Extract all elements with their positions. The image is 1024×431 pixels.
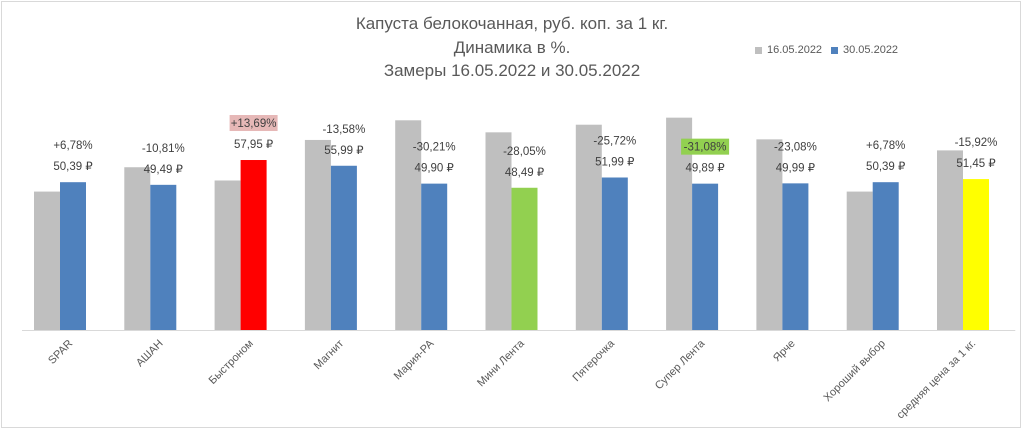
price-label-6: 51,99 ₽ bbox=[595, 156, 635, 168]
pct-highlight-2 bbox=[229, 115, 278, 132]
category-label-3: Магнит bbox=[312, 338, 346, 372]
legend-label-1605: 16.05.2022 bbox=[767, 44, 823, 56]
bar-1605-2 bbox=[214, 180, 241, 330]
bar-1605-4 bbox=[395, 120, 422, 331]
bar-3005-5 bbox=[511, 187, 538, 330]
bar-3005-2 bbox=[240, 160, 267, 330]
legend-label-3005: 30.05.2022 bbox=[843, 44, 899, 56]
pct-highlight-7 bbox=[681, 138, 730, 155]
pct-label-9: +6,78% bbox=[866, 140, 905, 152]
bar-3005-4 bbox=[421, 183, 448, 330]
pct-label-3: -13,58% bbox=[322, 124, 365, 136]
price-label-5: 48,49 ₽ bbox=[505, 167, 545, 179]
bar-3005-9 bbox=[872, 182, 899, 330]
category-label-6: Пятерочка bbox=[571, 337, 618, 384]
category-label-1: АШАН bbox=[134, 338, 166, 370]
legend-swatch-3005 bbox=[831, 46, 838, 54]
chart-title: Капуста белокочанная, руб. коп. за 1 кг.… bbox=[262, 12, 762, 83]
bar-3005-1 bbox=[150, 184, 177, 330]
bar-3005-8 bbox=[782, 183, 809, 330]
category-label-7: Супер Лента bbox=[653, 337, 708, 392]
pct-label-10: -15,92% bbox=[955, 137, 998, 149]
bar-1605-9 bbox=[846, 191, 873, 330]
pct-label-0: +6,78% bbox=[53, 140, 92, 152]
pct-label-4: -30,21% bbox=[413, 142, 456, 154]
pct-label-8: -23,08% bbox=[774, 141, 817, 153]
price-label-1: 49,49 ₽ bbox=[144, 164, 184, 176]
chart-title-line-3: Замеры 16.05.2022 и 30.05.2022 bbox=[383, 61, 641, 80]
category-label-5: Мини Лента bbox=[475, 337, 527, 389]
bar-1605-3 bbox=[304, 139, 331, 330]
bar-1605-6 bbox=[575, 124, 602, 330]
chart-title-line-1: Капуста белокочанная, руб. коп. за 1 кг. bbox=[355, 14, 669, 33]
legend-item-1605: 16.05.2022 bbox=[755, 44, 822, 56]
price-label-7: 49,89 ₽ bbox=[685, 163, 725, 175]
bar-1605-10 bbox=[937, 150, 963, 330]
category-label-9: Хороший выбор bbox=[821, 338, 887, 404]
category-label-10: средняя цена за 1 кг. bbox=[895, 338, 979, 422]
pct-label-1: -10,81% bbox=[142, 143, 185, 155]
category-label-4: Мария-РА bbox=[392, 337, 437, 382]
bar-1605-8 bbox=[756, 139, 783, 330]
category-label-0: SPAR bbox=[46, 338, 75, 367]
bar-1605-1 bbox=[124, 167, 151, 330]
pct-label-2: +13,69% bbox=[231, 118, 277, 130]
price-label-4: 49,90 ₽ bbox=[415, 163, 455, 175]
price-label-3: 55,99 ₽ bbox=[324, 145, 364, 157]
category-label-8: Ярче bbox=[771, 338, 798, 365]
legend-swatch-1605 bbox=[755, 46, 762, 54]
bar-3005-6 bbox=[601, 177, 628, 330]
bar-1605-0 bbox=[34, 191, 60, 330]
pct-label-7: -31,08% bbox=[684, 142, 727, 154]
bar-1605-5 bbox=[485, 132, 512, 330]
legend-item-3005: 30.05.2022 bbox=[831, 44, 898, 56]
bar-3005-7 bbox=[692, 183, 719, 330]
price-label-8: 49,99 ₽ bbox=[776, 162, 816, 174]
bar-3005-0 bbox=[60, 182, 86, 330]
price-label-0: 50,39 ₽ bbox=[53, 161, 93, 173]
pct-label-6: -25,72% bbox=[593, 135, 636, 147]
price-label-10: 51,45 ₽ bbox=[956, 158, 996, 170]
bar-3005-3 bbox=[330, 165, 357, 330]
chart-title-line-2: Динамика в %. bbox=[453, 37, 571, 57]
bar-3005-10 bbox=[963, 179, 989, 330]
category-label-2: Быстроном bbox=[207, 338, 256, 387]
price-label-9: 50,39 ₽ bbox=[866, 161, 906, 173]
pct-label-5: -28,05% bbox=[503, 146, 546, 158]
price-label-2: 57,95 ₽ bbox=[234, 139, 274, 151]
